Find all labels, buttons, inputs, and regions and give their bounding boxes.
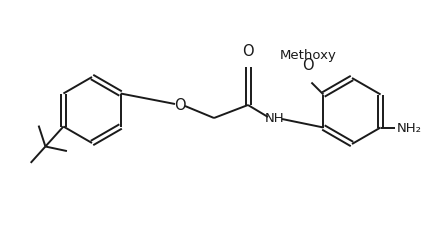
Text: O: O [174, 98, 186, 113]
Text: Methoxy: Methoxy [280, 48, 337, 61]
Text: O: O [242, 44, 254, 59]
Text: NH₂: NH₂ [396, 122, 422, 134]
Text: O: O [303, 57, 314, 72]
Text: NH: NH [265, 112, 285, 125]
